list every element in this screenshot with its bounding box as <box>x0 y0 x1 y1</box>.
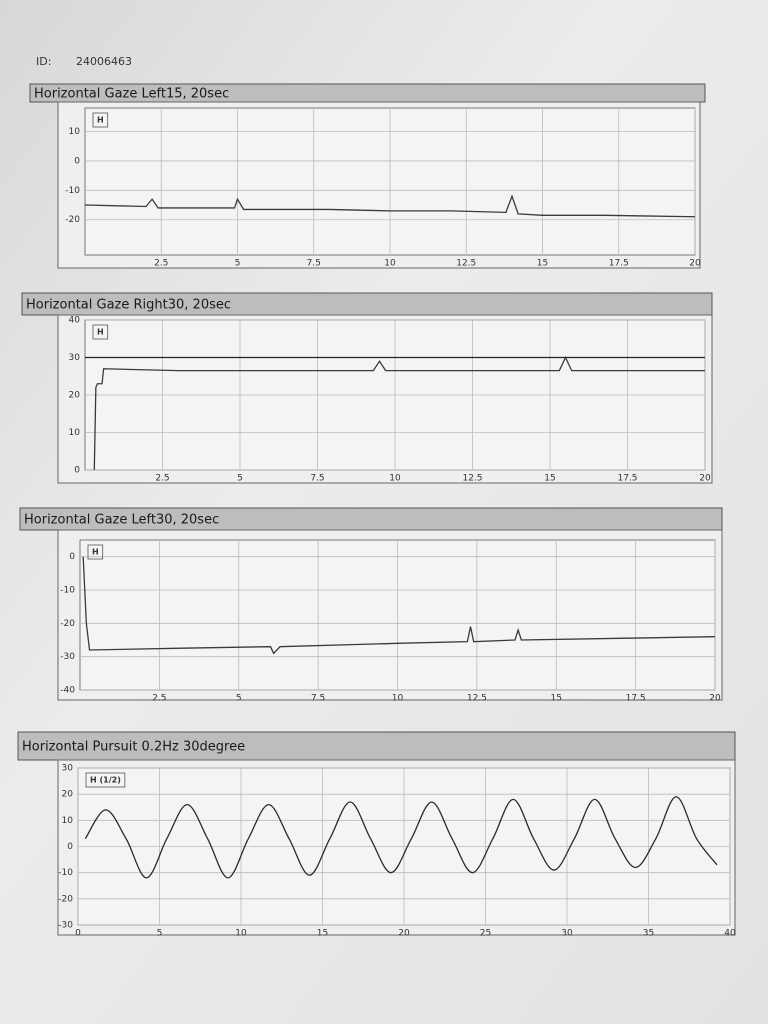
x-tick-label: 15 <box>551 694 562 704</box>
x-tick-label: 15 <box>317 929 328 939</box>
x-tick-label: 20 <box>709 694 721 704</box>
x-tick-label: 17.5 <box>609 259 629 269</box>
annotation: H <box>97 116 104 125</box>
x-tick-label: 17.5 <box>626 694 646 704</box>
x-tick-label: 2.5 <box>154 259 168 269</box>
x-tick-label: 2.5 <box>155 474 169 484</box>
y-tick-label: -20 <box>65 215 80 225</box>
y-tick-label: 40 <box>69 316 81 326</box>
y-tick-label: -40 <box>60 686 75 696</box>
id-label: ID: <box>36 55 51 68</box>
annotation-box <box>92 112 109 128</box>
annotation: H (1/2) <box>90 776 121 785</box>
x-tick-label: 15 <box>544 474 555 484</box>
x-tick-label: 5 <box>235 259 241 269</box>
y-tick-label: 30 <box>69 353 81 363</box>
x-tick-label: 25 <box>480 929 491 939</box>
x-tick-label: 12.5 <box>467 694 487 704</box>
y-tick-label: 10 <box>69 127 81 137</box>
y-tick-label: -10 <box>60 586 75 596</box>
x-tick-label: 20 <box>699 474 711 484</box>
x-tick-label: 7.5 <box>311 694 325 704</box>
x-tick-label: 35 <box>643 929 654 939</box>
y-tick-label: -20 <box>60 619 75 629</box>
trace-line <box>93 355 705 471</box>
annotation-box <box>87 544 104 560</box>
chart-title: Horizontal Pursuit 0.2Hz 30degree <box>22 740 245 755</box>
x-tick-label: 10 <box>235 929 247 939</box>
trace-line <box>82 556 716 655</box>
y-tick-label: 0 <box>69 552 75 562</box>
x-tick-label: 10 <box>389 474 401 484</box>
trace-line <box>84 796 718 879</box>
trace-line <box>84 194 696 218</box>
y-tick-label: -10 <box>58 868 73 878</box>
y-tick-label: 0 <box>74 466 80 476</box>
x-tick-label: 15 <box>537 259 548 269</box>
x-tick-label: 7.5 <box>310 474 324 484</box>
x-tick-label: 12.5 <box>462 474 482 484</box>
x-tick-label: 40 <box>724 929 736 939</box>
annotation: H <box>97 328 104 337</box>
x-tick-label: 17.5 <box>617 474 637 484</box>
annotation-box <box>92 324 109 340</box>
x-tick-label: 10 <box>384 259 396 269</box>
x-tick-label: 5 <box>237 474 243 484</box>
y-tick-label: 20 <box>62 790 74 800</box>
annotation-box <box>85 772 126 788</box>
y-tick-label: 30 <box>62 764 74 774</box>
id-value: 24006463 <box>76 55 132 68</box>
y-tick-label: -10 <box>65 186 80 196</box>
y-tick-label: 10 <box>69 428 81 438</box>
x-tick-label: 20 <box>689 259 701 269</box>
x-tick-label: 5 <box>157 929 163 939</box>
x-tick-label: 12.5 <box>456 259 476 269</box>
y-tick-label: -30 <box>60 652 75 662</box>
x-tick-label: 10 <box>392 694 404 704</box>
chart-title: Horizontal Gaze Right30, 20sec <box>26 298 231 313</box>
x-tick-label: 7.5 <box>307 259 321 269</box>
chart-title: Horizontal Gaze Left30, 20sec <box>24 513 219 528</box>
x-tick-label: 2.5 <box>152 694 166 704</box>
y-tick-label: 0 <box>67 842 73 852</box>
title-bar <box>17 731 736 761</box>
y-tick-label: 0 <box>74 156 80 166</box>
chart-title: Horizontal Gaze Left15, 20sec <box>34 87 229 102</box>
x-tick-label: 0 <box>75 929 81 939</box>
y-tick-label: 10 <box>62 816 74 826</box>
x-tick-label: 30 <box>561 929 573 939</box>
y-tick-label: 20 <box>69 391 81 401</box>
x-tick-label: 5 <box>236 694 242 704</box>
y-tick-label: -30 <box>58 921 73 931</box>
annotation: H <box>92 548 99 557</box>
y-tick-label: -20 <box>58 894 73 904</box>
x-tick-label: 20 <box>398 929 410 939</box>
